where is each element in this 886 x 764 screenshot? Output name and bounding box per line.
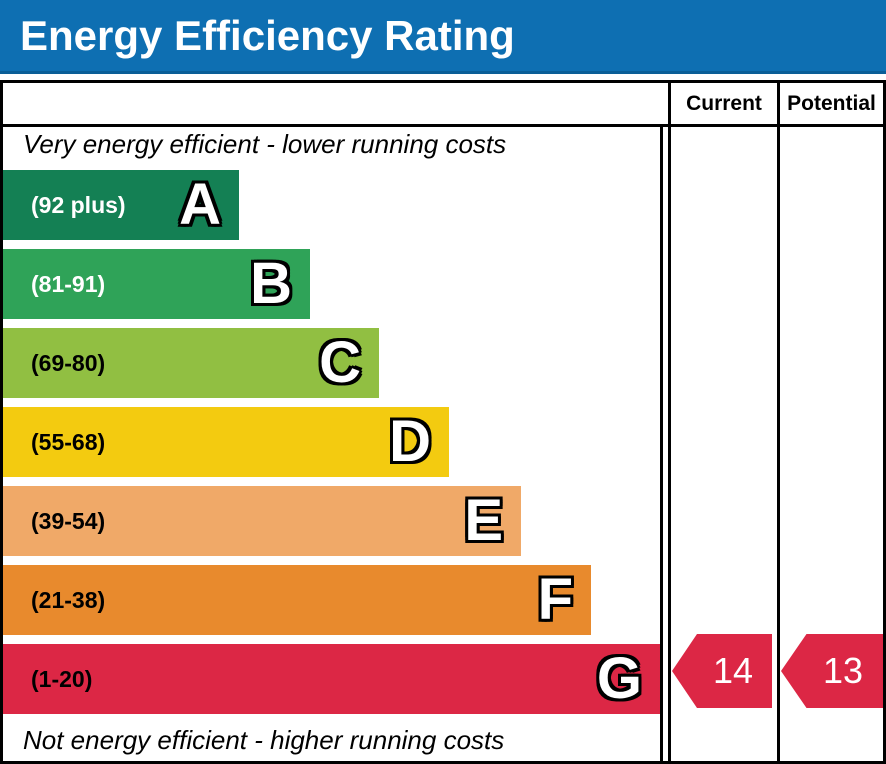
band-range-label: (92 plus): [31, 191, 126, 218]
band-range-label: (81-91): [31, 270, 106, 297]
band-b: (81-91) B: [3, 249, 310, 319]
band-c: (69-80) C: [3, 328, 379, 398]
bottom-note: Not energy efficient - higher running co…: [23, 725, 505, 755]
band-letter: G: [596, 646, 642, 711]
header-divider-line: [3, 124, 883, 127]
band-letter: E: [464, 488, 503, 553]
title-bar: Energy Efficiency Rating: [0, 0, 886, 74]
band-letter: C: [319, 330, 361, 395]
band-g: (1-20) G: [3, 644, 660, 714]
band-letter: D: [389, 409, 431, 474]
band-range-label: (39-54): [31, 507, 106, 534]
band-letter: A: [179, 172, 221, 237]
band-range-label: (69-80): [31, 349, 106, 376]
potential-rating-arrow: 13: [781, 634, 883, 708]
top-note: Very energy efficient - lower running co…: [23, 129, 507, 159]
rating-table: Current Potential Very energy efficient …: [0, 80, 886, 764]
band-d: (55-68) D: [3, 407, 449, 477]
current-rating-value: 14: [712, 650, 754, 691]
current-rating-arrow: 14: [672, 634, 772, 708]
potential-column-header: Potential: [787, 91, 876, 115]
current-column-header: Current: [686, 91, 762, 115]
band-range-label: (1-20): [31, 665, 93, 692]
band-a: (92 plus) A: [3, 170, 239, 240]
band-e: (39-54) E: [3, 486, 521, 556]
bars-column-border: [660, 127, 663, 761]
band-letter: F: [537, 567, 573, 632]
potential-rating-value: 13: [822, 650, 864, 691]
band-range-label: (21-38): [31, 586, 106, 613]
current-column-border: [668, 83, 671, 761]
band-range-label: (55-68): [31, 428, 106, 455]
potential-column-border: [777, 83, 780, 761]
page-title: Energy Efficiency Rating: [20, 11, 515, 59]
band-letter: B: [250, 251, 292, 316]
band-f: (21-38) F: [3, 565, 591, 635]
